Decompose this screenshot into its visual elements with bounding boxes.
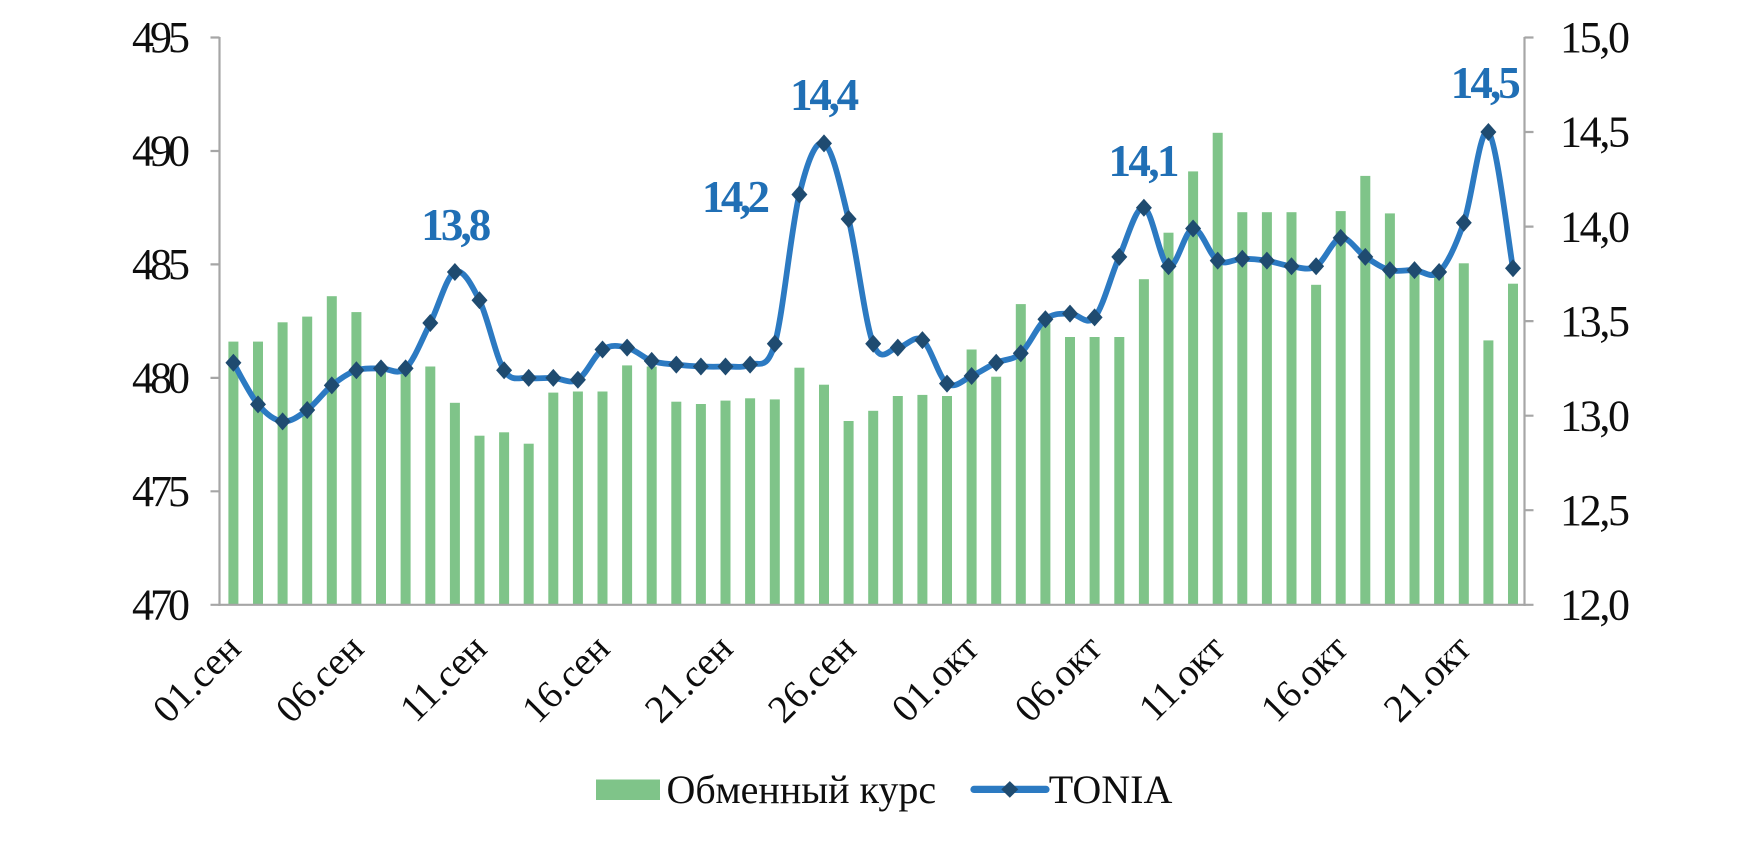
- svg-text:TONIA: TONIA: [1049, 767, 1173, 812]
- svg-text:14,4: 14,4: [790, 70, 859, 120]
- svg-text:14,5: 14,5: [1560, 108, 1630, 157]
- svg-text:13,5: 13,5: [1560, 297, 1630, 346]
- svg-text:495: 495: [132, 13, 190, 62]
- svg-text:14,5: 14,5: [1451, 58, 1521, 108]
- svg-text:490: 490: [132, 127, 190, 176]
- svg-text:13,8: 13,8: [421, 200, 491, 250]
- svg-text:485: 485: [132, 240, 190, 289]
- svg-text:470: 470: [132, 581, 190, 630]
- svg-text:480: 480: [132, 354, 190, 403]
- svg-text:15,0: 15,0: [1560, 13, 1630, 62]
- svg-text:12,0: 12,0: [1560, 581, 1630, 630]
- svg-text:Обменный курс: Обменный курс: [667, 767, 937, 812]
- svg-text:14,1: 14,1: [1109, 136, 1180, 186]
- svg-text:14,0: 14,0: [1560, 202, 1630, 251]
- svg-text:12,5: 12,5: [1560, 486, 1630, 535]
- svg-text:14,2: 14,2: [702, 172, 770, 222]
- svg-text:13,0: 13,0: [1560, 391, 1630, 440]
- svg-text:475: 475: [132, 467, 190, 516]
